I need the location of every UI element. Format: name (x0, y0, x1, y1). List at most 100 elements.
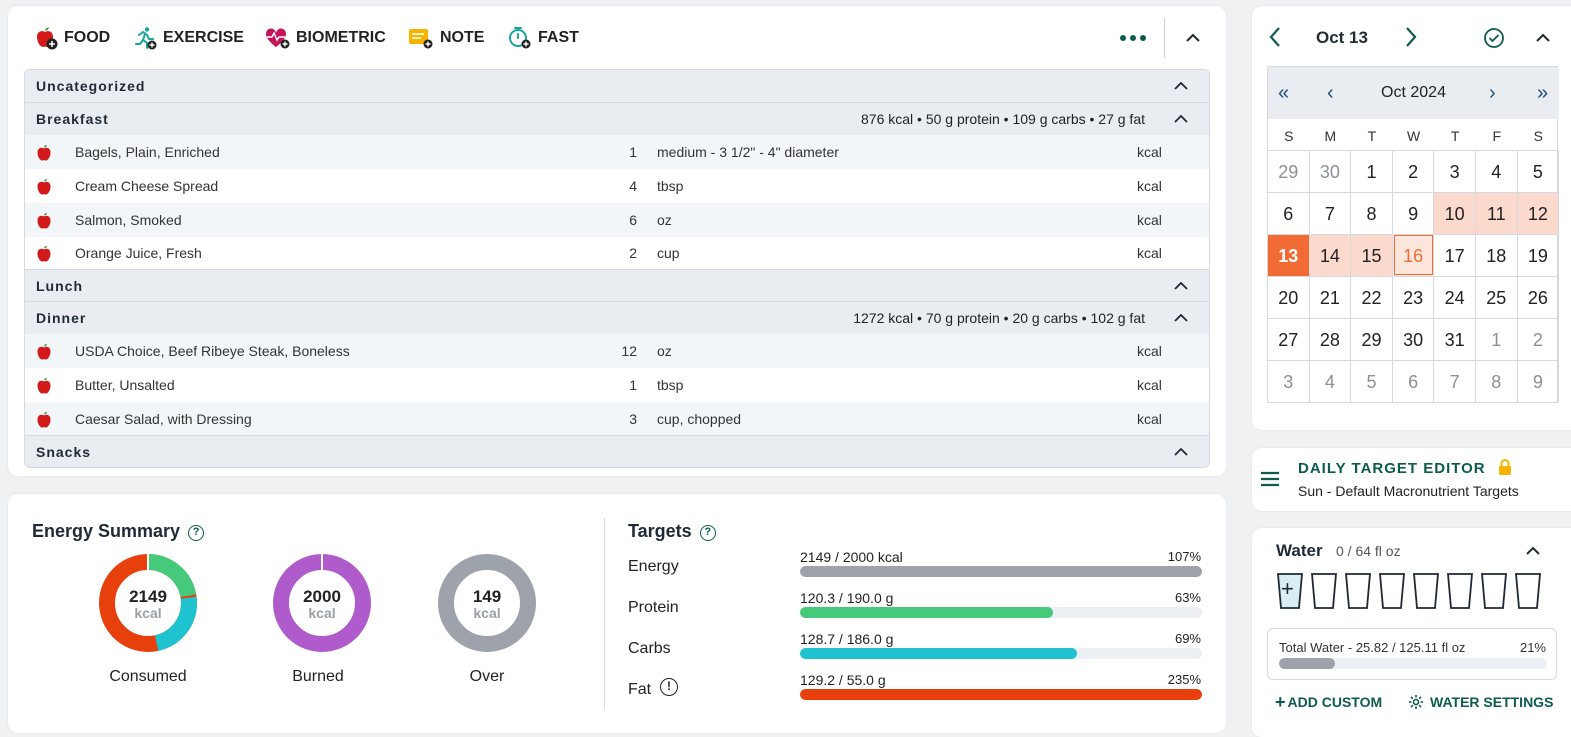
water-cup[interactable] (1344, 572, 1371, 610)
chevron-up-icon[interactable] (1534, 29, 1552, 47)
calendar-day[interactable]: 2 (1517, 318, 1560, 360)
water-cup[interactable] (1378, 572, 1405, 610)
food-unit[interactable]: cup (657, 245, 680, 262)
calendar-day[interactable]: 14 (1309, 234, 1352, 276)
chevron-up-icon[interactable] (1173, 111, 1189, 127)
calendar-day[interactable]: 1 (1476, 318, 1518, 360)
calendar-day[interactable]: 12 (1517, 192, 1560, 234)
chevron-up-icon[interactable] (1524, 542, 1542, 560)
chevron-up-icon[interactable] (1173, 78, 1189, 94)
check-circle-icon[interactable] (1483, 27, 1505, 49)
add-food-button[interactable]: FOOD (34, 18, 110, 58)
chevron-up-icon[interactable] (1173, 278, 1189, 294)
water-cup[interactable] (1480, 572, 1507, 610)
water-cup[interactable] (1514, 572, 1541, 610)
calendar-day[interactable]: 19 (1517, 234, 1560, 276)
add-biometric-button[interactable]: BIOMETRIC (264, 18, 386, 58)
calendar-day[interactable]: 6 (1392, 360, 1435, 402)
water-cup[interactable] (1310, 572, 1337, 610)
help-icon[interactable]: ? (188, 525, 205, 541)
prev-year-icon[interactable]: « (1278, 82, 1290, 104)
collapse-chevron-up-icon[interactable] (1184, 29, 1202, 47)
food-row[interactable]: Caesar Salad, with Dressing 3 cup, chopped… (25, 401, 1209, 436)
food-unit[interactable]: medium - 3 1/2" - 4" diameter (657, 144, 839, 160)
calendar-day[interactable]: 28 (1309, 318, 1352, 360)
calendar-day[interactable]: 29 (1268, 150, 1310, 192)
food-qty[interactable]: 4 (629, 177, 637, 194)
calendar-day[interactable]: 22 (1351, 276, 1393, 318)
food-unit[interactable]: tbsp (657, 177, 684, 194)
calendar-day[interactable]: 24 (1434, 276, 1476, 318)
chevron-up-icon[interactable] (1173, 444, 1189, 460)
calendar-day[interactable]: 30 (1309, 150, 1352, 192)
calendar-day[interactable]: 21 (1309, 276, 1352, 318)
calendar-day[interactable]: 3 (1434, 150, 1476, 192)
calendar-day[interactable]: 8 (1476, 360, 1518, 402)
food-qty[interactable]: 12 (621, 343, 637, 359)
food-name[interactable]: Orange Juice, Fresh (75, 245, 202, 262)
food-unit[interactable]: tbsp (657, 376, 684, 393)
calendar-day[interactable]: 18 (1476, 234, 1518, 276)
food-name[interactable]: Bagels, Plain, Enriched (75, 144, 220, 160)
food-row[interactable]: Bagels, Plain, Enriched 1 medium - 3 1/2" … (25, 135, 1209, 169)
food-row[interactable]: Salmon, Smoked6oz199.01kcal (25, 202, 1209, 237)
food-unit[interactable]: oz (657, 211, 672, 228)
food-row[interactable]: Orange Juice, Fresh2cup223.19kcal (25, 236, 1209, 270)
calendar-day[interactable]: 2 (1392, 150, 1435, 192)
calendar-day[interactable]: 30 (1392, 318, 1435, 360)
calendar-day[interactable]: 7 (1434, 360, 1476, 402)
help-icon[interactable]: ? (699, 525, 716, 541)
menu-icon[interactable] (1260, 471, 1280, 487)
add-water-cup[interactable]: + (1276, 572, 1303, 610)
calendar-day[interactable]: 1 (1351, 150, 1393, 192)
water-settings-link[interactable]: WATER SETTINGS (1408, 694, 1553, 710)
food-name[interactable]: Cream Cheese Spread (75, 177, 219, 194)
food-qty[interactable]: 6 (629, 211, 637, 228)
calendar-day[interactable]: 10 (1434, 192, 1476, 234)
calendar-day[interactable]: 20 (1268, 276, 1310, 318)
calendar-day[interactable]: 4 (1309, 360, 1352, 402)
calendar-day[interactable]: 5 (1351, 360, 1393, 402)
add-custom-link[interactable]: + ADD CUSTOM (1275, 693, 1382, 711)
target-editor-card[interactable] (1252, 448, 1571, 511)
group-snacks[interactable]: Snacks (25, 435, 1209, 467)
food-name[interactable]: Caesar Salad, with Dressing (75, 410, 252, 427)
next-month-icon[interactable]: › (1489, 82, 1496, 104)
calendar-day[interactable]: 5 (1517, 150, 1560, 192)
calendar-day[interactable]: 15 (1351, 234, 1393, 276)
calendar-day[interactable]: 26 (1517, 276, 1560, 318)
water-cup[interactable] (1412, 572, 1439, 610)
food-row[interactable]: USDA Choice, Beef Ribeye Steak, Boneless… (25, 334, 1209, 368)
prev-day-icon[interactable] (1268, 26, 1282, 48)
food-qty[interactable]: 3 (629, 410, 637, 427)
next-day-icon[interactable] (1404, 26, 1418, 48)
calendar-day[interactable]: 29 (1351, 318, 1393, 360)
calendar-day[interactable]: 11 (1476, 192, 1518, 234)
food-name[interactable]: Salmon, Smoked (75, 211, 182, 228)
calendar-day[interactable]: 31 (1434, 318, 1476, 360)
group-breakfast[interactable]: Breakfast 876 kcal • 50 g protein • 109 … (25, 102, 1209, 135)
calendar-day-selected[interactable]: 13 (1268, 234, 1310, 276)
calendar-day[interactable]: 9 (1392, 192, 1435, 234)
food-qty[interactable]: 2 (629, 245, 637, 262)
fat-alert-icon[interactable]: ! (660, 678, 678, 696)
food-row[interactable]: Cream Cheese Spread4tbsp177kcal (25, 169, 1209, 203)
prev-month-icon[interactable]: ‹ (1327, 82, 1334, 104)
calendar-day-today[interactable]: 16 (1392, 234, 1435, 276)
current-date[interactable]: Oct 13 (1316, 28, 1368, 47)
calendar-day[interactable]: 3 (1268, 360, 1310, 402)
more-options-button[interactable] (1115, 26, 1151, 50)
group-uncategorized[interactable]: Uncategorized (25, 70, 1209, 103)
calendar-day[interactable]: 4 (1476, 150, 1518, 192)
food-qty[interactable]: 1 (629, 376, 637, 393)
food-qty[interactable]: 1 (629, 144, 637, 160)
chevron-up-icon[interactable] (1173, 310, 1189, 326)
calendar-day[interactable]: 27 (1268, 318, 1310, 360)
add-note-button[interactable]: NOTE (408, 18, 484, 58)
food-unit[interactable]: cup, chopped (657, 410, 742, 427)
add-exercise-button[interactable]: EXERCISE (133, 18, 244, 58)
calendar-day[interactable]: 23 (1392, 276, 1435, 318)
food-unit[interactable]: oz (657, 343, 672, 359)
water-cup[interactable] (1446, 572, 1473, 610)
